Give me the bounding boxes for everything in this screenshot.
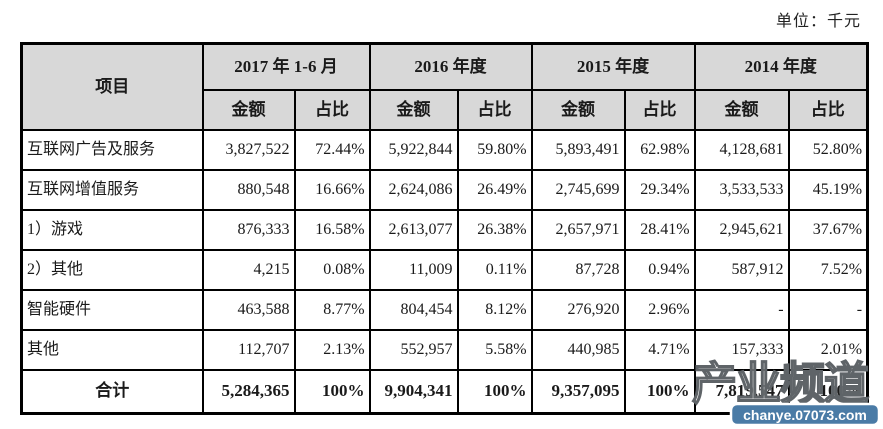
amount-cell: 463,588 [201,289,296,331]
header-period-2016: 2016 年度 [368,42,533,91]
ratio-cell: 8.77% [293,289,371,331]
table-row: 智能硬件 463,588 8.77% 804,454 8.12% 276,920… [20,289,869,331]
header-amount: 金额 [201,89,296,131]
header-ratio: 占比 [456,89,533,131]
amount-cell: 5,893,491 [530,129,626,171]
amount-cell: 7,819,547 [693,369,790,415]
row-label: 智能硬件 [20,289,204,331]
ratio-cell: 100% [456,369,533,415]
amount-cell: 876,333 [201,209,296,251]
ratio-cell: 45.19% [787,169,869,211]
header-ratio: 占比 [623,89,696,131]
header-ratio: 占比 [293,89,371,131]
header-period-2015: 2015 年度 [530,42,696,91]
amount-cell: 4,128,681 [693,129,790,171]
row-label: 1）游戏 [20,209,204,251]
table-row: 互联网广告及服务 3,827,522 72.44% 5,922,844 59.8… [20,129,869,171]
amount-cell: 5,922,844 [368,129,459,171]
ratio-cell: 4.71% [623,329,696,371]
header-period-2017: 2017 年 1-6 月 [201,42,371,91]
revenue-breakdown-table: 项目 2017 年 1-6 月 2016 年度 2015 年度 2014 年度 … [20,42,870,415]
ratio-cell: 62.98% [623,129,696,171]
table-row: 2）其他 4,215 0.08% 11,009 0.11% 87,728 0.9… [20,249,869,291]
amount-cell: 2,745,699 [530,169,626,211]
ratio-cell: 100% [623,369,696,415]
table-row: 其他 112,707 2.13% 552,957 5.58% 440,985 4… [20,329,869,371]
ratio-cell: 26.49% [456,169,533,211]
header-amount: 金额 [693,89,790,131]
amount-cell: - [693,289,790,331]
amount-cell: 4,215 [201,249,296,291]
ratio-cell: 59.80% [456,129,533,171]
header-row-subcolumns: 金额 占比 金额 占比 金额 占比 金额 占比 [22,89,869,131]
unit-label: 单位：千元 [775,13,861,30]
ratio-cell: 8.12% [456,289,533,331]
amount-cell: 552,957 [368,329,459,371]
total-label: 合计 [20,369,204,415]
amount-cell: 3,533,533 [693,169,790,211]
amount-cell: 2,613,077 [368,209,459,251]
amount-cell: 440,985 [530,329,626,371]
ratio-cell: 2.01% [787,329,869,371]
ratio-cell: 2.13% [293,329,371,371]
amount-cell: 2,624,086 [368,169,459,211]
row-label: 互联网增值服务 [20,169,204,211]
ratio-cell: 7.52% [787,249,869,291]
header-amount: 金额 [530,89,626,131]
ratio-cell: 28.41% [623,209,696,251]
table-row: 1）游戏 876,333 16.58% 2,613,077 26.38% 2,6… [20,209,869,251]
ratio-cell: 29.34% [623,169,696,211]
header-item: 项目 [20,42,204,131]
amount-cell: 157,333 [693,329,790,371]
ratio-cell: 16.66% [293,169,371,211]
ratio-cell: 72.44% [293,129,371,171]
ratio-cell: 5.58% [456,329,533,371]
header-ratio: 占比 [787,89,869,131]
ratio-cell: 52.80% [787,129,869,171]
ratio-cell: 16.58% [293,209,371,251]
ratio-cell: 2.96% [623,289,696,331]
amount-cell: 880,548 [201,169,296,211]
ratio-cell: 0.11% [456,249,533,291]
amount-cell: 9,904,341 [368,369,459,415]
amount-cell: 804,454 [368,289,459,331]
ratio-cell: 26.38% [456,209,533,251]
ratio-cell: 37.67% [787,209,869,251]
table-total-row: 合计 5,284,365 100% 9,904,341 100% 9,357,0… [20,369,869,415]
amount-cell: 9,357,095 [530,369,626,415]
amount-cell: 2,945,621 [693,209,790,251]
ratio-cell: 0.94% [623,249,696,291]
amount-cell: 2,657,971 [530,209,626,251]
header-period-2014: 2014 年度 [693,42,869,91]
amount-cell: 5,284,365 [201,369,296,415]
amount-cell: 11,009 [368,249,459,291]
amount-cell: 587,912 [693,249,790,291]
ratio-cell: 100% [293,369,371,415]
header-amount: 金额 [368,89,459,131]
amount-cell: 276,920 [530,289,626,331]
header-row-periods: 项目 2017 年 1-6 月 2016 年度 2015 年度 2014 年度 [20,42,869,131]
ratio-cell: 0.08% [293,249,371,291]
table-row: 互联网增值服务 880,548 16.66% 2,624,086 26.49% … [20,169,869,211]
ratio-cell: 100% [787,369,869,415]
amount-cell: 3,827,522 [201,129,296,171]
amount-cell: 112,707 [201,329,296,371]
row-label: 互联网广告及服务 [20,129,204,171]
row-label: 2）其他 [20,249,204,291]
amount-cell: 87,728 [530,249,626,291]
row-label: 其他 [20,329,204,371]
ratio-cell: - [787,289,869,331]
